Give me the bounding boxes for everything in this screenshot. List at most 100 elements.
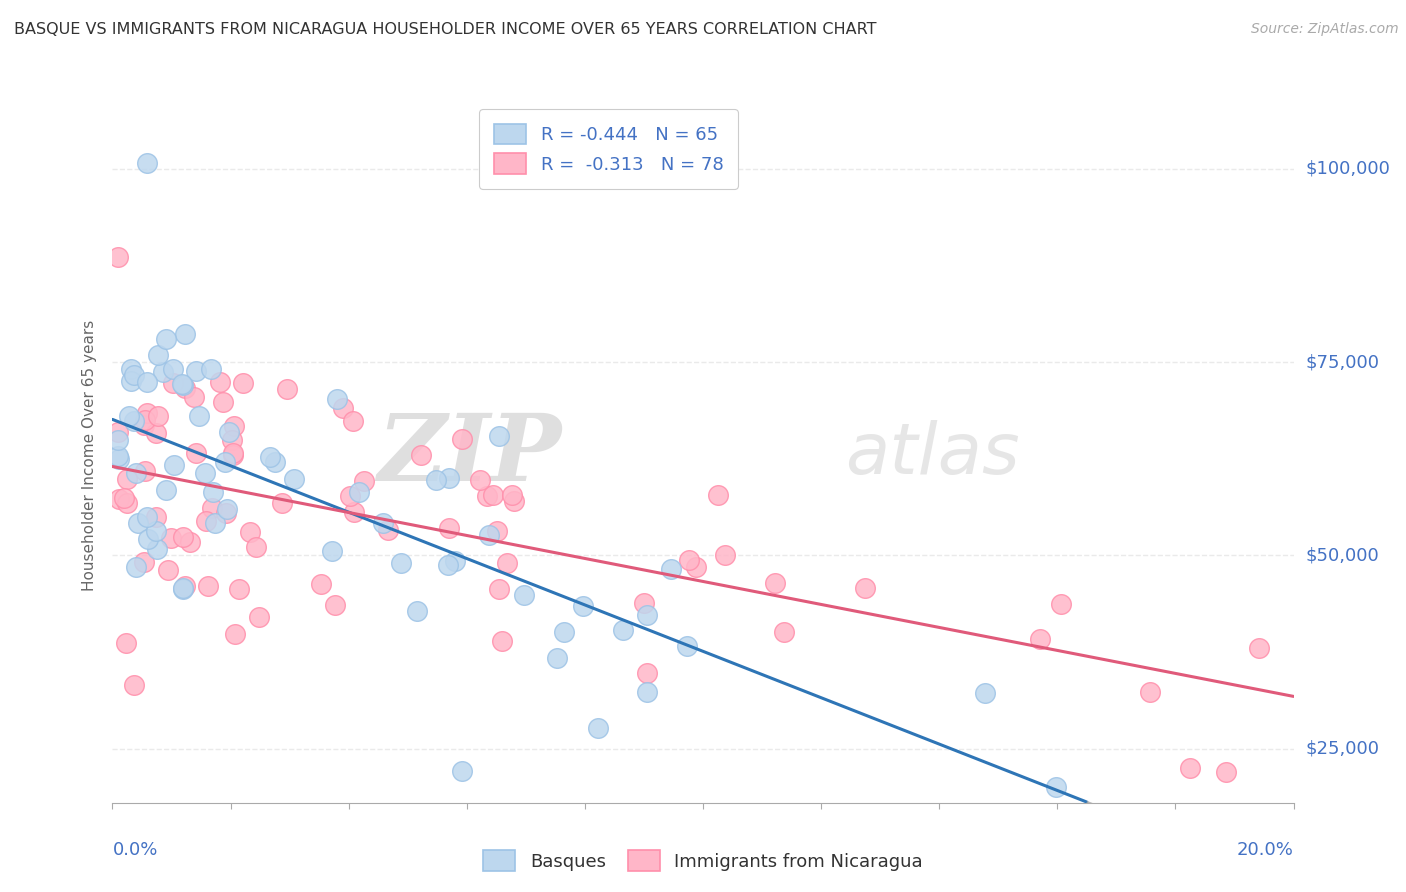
Point [342, 414, 364, 428]
Point [120, 374, 142, 388]
Text: Source: ZipAtlas.com: Source: ZipAtlas.com [1251, 22, 1399, 37]
Point [707, 488, 730, 502]
Point [136, 156, 159, 170]
Point [224, 419, 246, 434]
Point [853, 581, 876, 595]
Point [636, 684, 658, 698]
Point [134, 464, 156, 478]
Point [172, 530, 194, 544]
Point [187, 409, 209, 423]
Point [439, 470, 461, 484]
Point [162, 362, 184, 376]
Point [1247, 640, 1270, 655]
Point [125, 466, 148, 480]
Point [437, 558, 460, 573]
Point [343, 505, 366, 519]
Point [108, 492, 131, 507]
Point [1049, 598, 1071, 612]
Point [332, 401, 354, 415]
Point [502, 494, 524, 508]
Y-axis label: Householder Income Over 65 years: Householder Income Over 65 years [82, 319, 97, 591]
Point [174, 381, 197, 395]
Point [162, 376, 184, 391]
Point [405, 604, 427, 618]
Point [1139, 685, 1161, 699]
Point [224, 627, 246, 641]
Point [389, 556, 412, 570]
Point [1045, 780, 1067, 795]
Point [491, 634, 513, 648]
Point [160, 531, 183, 545]
Text: BASQUE VS IMMIGRANTS FROM NICARAGUA HOUSEHOLDER INCOME OVER 65 YEARS CORRELATION: BASQUE VS IMMIGRANTS FROM NICARAGUA HOUS… [14, 22, 876, 37]
Point [271, 495, 294, 509]
Point [125, 560, 148, 574]
Point [636, 665, 658, 680]
Point [321, 544, 343, 558]
Point [488, 582, 510, 597]
Point [108, 452, 131, 467]
Point [200, 361, 222, 376]
Point [122, 414, 145, 428]
Point [184, 446, 207, 460]
Point [636, 607, 658, 622]
Point [107, 425, 129, 439]
Point [136, 406, 159, 420]
Point [221, 448, 243, 462]
Point [572, 599, 595, 613]
Point [468, 474, 491, 488]
Point [482, 488, 505, 502]
Point [146, 409, 169, 423]
Point [163, 458, 186, 472]
Point [107, 450, 129, 464]
Point [377, 524, 399, 538]
Point [475, 489, 498, 503]
Point [172, 376, 194, 391]
Point [264, 455, 287, 469]
Point [173, 326, 195, 341]
Point [373, 516, 395, 530]
Point [245, 540, 267, 554]
Point [485, 524, 508, 538]
Point [276, 382, 298, 396]
Text: ZIP: ZIP [377, 410, 561, 500]
Point [145, 425, 167, 440]
Point [353, 474, 375, 488]
Point [425, 473, 447, 487]
Point [172, 378, 194, 392]
Text: atlas: atlas [845, 420, 1019, 490]
Text: 0.0%: 0.0% [112, 841, 157, 860]
Point [201, 500, 224, 515]
Point [215, 506, 238, 520]
Point [135, 375, 157, 389]
Point [157, 563, 180, 577]
Point [134, 413, 156, 427]
Point [222, 446, 245, 460]
Point [444, 554, 467, 568]
Point [145, 509, 167, 524]
Legend: R = -0.444   N = 65, R =  -0.313   N = 78: R = -0.444 N = 65, R = -0.313 N = 78 [479, 109, 738, 189]
Point [763, 575, 786, 590]
Point [115, 635, 138, 649]
Point [195, 514, 218, 528]
Point [152, 365, 174, 379]
Point [146, 348, 169, 362]
Point [512, 588, 534, 602]
Point [211, 395, 233, 409]
Point [120, 362, 142, 376]
Point [122, 368, 145, 382]
Point [204, 516, 226, 531]
Point [259, 450, 281, 465]
Point [409, 448, 432, 462]
Point [132, 417, 155, 432]
Text: $75,000: $75,000 [1305, 353, 1379, 371]
Point [127, 516, 149, 531]
Point [478, 527, 501, 541]
Point [347, 484, 370, 499]
Point [218, 425, 240, 439]
Text: 20.0%: 20.0% [1237, 841, 1294, 860]
Point [172, 581, 194, 595]
Point [135, 509, 157, 524]
Point [239, 524, 262, 539]
Point [323, 598, 346, 612]
Point [145, 541, 167, 556]
